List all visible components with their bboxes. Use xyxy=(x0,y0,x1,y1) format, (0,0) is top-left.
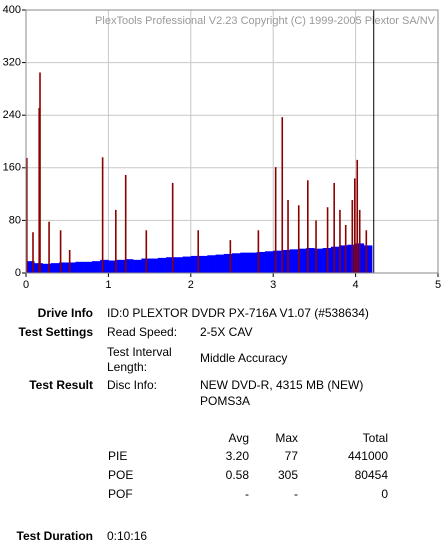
pie-bar xyxy=(232,253,241,273)
field-label: Test Interval Length: xyxy=(107,345,172,374)
pie-bar xyxy=(215,254,225,273)
y-tick-label: 320 xyxy=(3,57,21,69)
section-label: Test Settings xyxy=(18,325,93,339)
drive-info: ID:0 PLEXTOR DVDR PX-716A V1.07 (#538634… xyxy=(107,306,369,320)
pie-bar xyxy=(339,245,348,273)
pie-bar xyxy=(240,252,249,273)
x-tick-label: 3 xyxy=(270,279,276,291)
cell: - xyxy=(245,487,249,501)
pie-bar xyxy=(91,261,101,273)
pie-bar xyxy=(207,255,216,273)
cell: 77 xyxy=(284,449,298,463)
pie-bar xyxy=(50,263,60,273)
pie-bar xyxy=(248,252,258,273)
pie-bar xyxy=(100,259,109,273)
field-value: 2-5X CAV xyxy=(200,325,253,339)
table-header: Total xyxy=(362,431,388,445)
cell: 3.20 xyxy=(225,449,249,463)
pie-bar xyxy=(199,255,208,273)
x-tick-label: 0 xyxy=(23,279,29,291)
cell: 0.58 xyxy=(225,468,249,482)
table-header: Max xyxy=(275,431,298,445)
pie-bar xyxy=(289,249,299,273)
pie-bar xyxy=(124,259,134,273)
y-tick-label: 0 xyxy=(15,267,21,279)
pie-bar xyxy=(149,258,159,273)
y-tick-label: 80 xyxy=(9,214,21,226)
pie-bar xyxy=(67,262,76,273)
plot-frame xyxy=(25,9,439,274)
pie-bar xyxy=(314,248,323,273)
cell: 0 xyxy=(381,487,388,501)
duration: 0:10:16 xyxy=(107,529,148,543)
pie-bar xyxy=(264,251,274,273)
section-label: Test Duration xyxy=(16,529,93,543)
pie-bar xyxy=(83,261,93,273)
watermark: PlexTools Professional V2.23 Copyright (… xyxy=(95,15,436,27)
field-value: Middle Accuracy xyxy=(200,351,288,365)
field-value: POMS3A xyxy=(200,394,251,408)
plot-area xyxy=(25,9,439,274)
cell: 305 xyxy=(277,468,298,482)
pie-bar xyxy=(133,259,142,273)
row-label: PIE xyxy=(108,449,128,463)
field-label: Read Speed: xyxy=(107,325,178,339)
chart: 0 80 160 240 320 400 0 1 2 3 4 5 PlexTools Professio… xyxy=(3,4,441,291)
x-tick-label: 2 xyxy=(188,279,194,291)
field-label: Disc Info: xyxy=(107,378,158,392)
pie-bar xyxy=(166,257,175,273)
field-value: NEW DVD-R, 4315 MB (NEW) xyxy=(200,378,364,392)
row-label: POE xyxy=(108,468,134,482)
pie-bar xyxy=(281,249,290,273)
cell: 80454 xyxy=(354,468,388,482)
pie-bar xyxy=(190,255,200,273)
section-label: Drive Info xyxy=(37,306,93,320)
pie-bar xyxy=(330,246,340,273)
pie-bar xyxy=(26,261,35,273)
y-tick-label: 240 xyxy=(3,109,21,121)
section-label: Test Result xyxy=(29,378,93,392)
cell: - xyxy=(294,487,298,501)
pie-bar xyxy=(306,248,315,273)
pie-bar xyxy=(174,257,183,273)
pie-bar xyxy=(256,251,266,273)
pie-bar xyxy=(182,256,192,273)
pie-bar xyxy=(157,257,167,273)
pie-bar xyxy=(223,253,233,273)
pie-bar xyxy=(75,261,84,273)
pie-bar xyxy=(108,260,117,273)
x-tick-label: 5 xyxy=(435,279,441,291)
pie-bar xyxy=(116,259,126,273)
pie-bar xyxy=(58,262,68,273)
pie-bar xyxy=(42,263,52,273)
row-label: POF xyxy=(108,487,133,501)
x-tick-label: 4 xyxy=(353,279,359,291)
pie-bar xyxy=(363,245,373,273)
table-header: Avg xyxy=(228,431,249,445)
y-tick-label: 160 xyxy=(3,162,21,174)
cell: 441000 xyxy=(347,449,388,463)
pie-bar xyxy=(297,248,307,273)
y-tick-label: 400 xyxy=(3,4,21,16)
x-tick-label: 1 xyxy=(105,279,111,291)
pie-bar xyxy=(273,250,282,273)
